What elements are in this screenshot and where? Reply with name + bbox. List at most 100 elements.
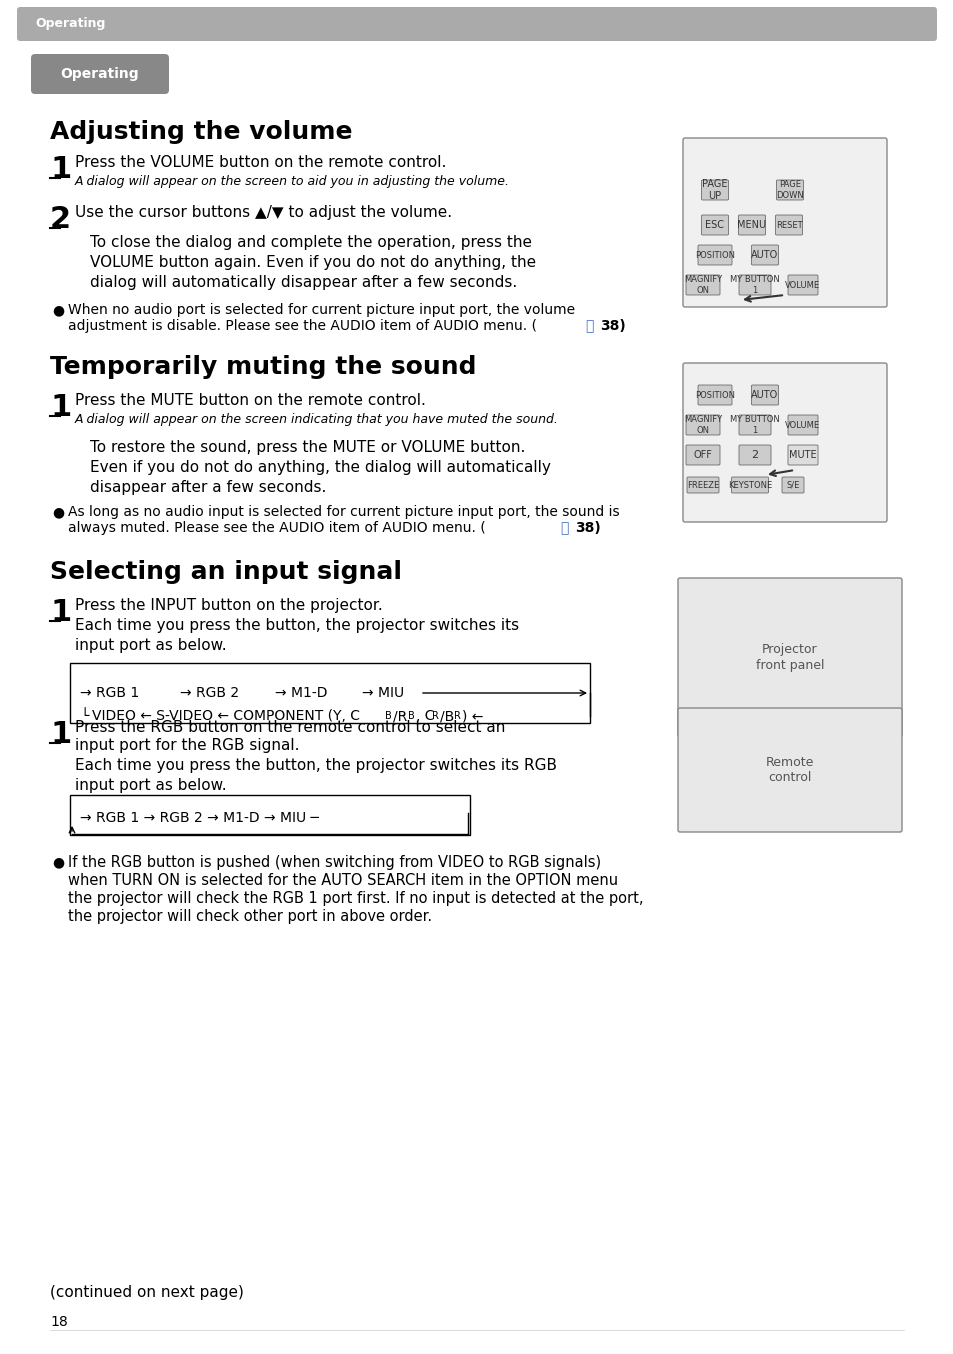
Text: ●: ● [52, 505, 64, 519]
Text: Each time you press the button, the projector switches its RGB: Each time you press the button, the proj… [75, 758, 557, 773]
Text: input port for the RGB signal.: input port for the RGB signal. [75, 738, 299, 753]
FancyBboxPatch shape [682, 138, 886, 307]
Text: Operating: Operating [61, 66, 139, 81]
Text: ●: ● [52, 854, 64, 869]
Text: OFF: OFF [693, 450, 712, 460]
Text: MUTE: MUTE [788, 450, 816, 460]
Text: ⧉: ⧉ [584, 320, 593, 333]
FancyBboxPatch shape [781, 477, 803, 493]
Text: input port as below.: input port as below. [75, 638, 227, 653]
Text: If the RGB button is pushed (when switching from VIDEO to RGB signals): If the RGB button is pushed (when switch… [68, 854, 600, 871]
FancyBboxPatch shape [700, 215, 728, 236]
FancyBboxPatch shape [751, 385, 778, 405]
FancyBboxPatch shape [17, 7, 936, 41]
FancyBboxPatch shape [738, 215, 764, 236]
Text: Projector
front panel: Projector front panel [755, 643, 823, 672]
Text: Operating: Operating [35, 18, 105, 31]
Text: disappear after a few seconds.: disappear after a few seconds. [90, 481, 326, 496]
Text: POSITION: POSITION [695, 250, 734, 260]
Text: Adjusting the volume: Adjusting the volume [50, 121, 352, 144]
FancyBboxPatch shape [787, 414, 817, 435]
Text: To restore the sound, press the MUTE or VOLUME button.: To restore the sound, press the MUTE or … [90, 440, 525, 455]
Text: input port as below.: input port as below. [75, 779, 227, 793]
Text: A dialog will appear on the screen to aid you in adjusting the volume.: A dialog will appear on the screen to ai… [75, 175, 510, 188]
Text: └: └ [80, 709, 89, 723]
Text: A dialog will appear on the screen indicating that you have muted the sound.: A dialog will appear on the screen indic… [75, 413, 558, 427]
Text: RESET: RESET [775, 221, 801, 229]
Text: /R: /R [393, 709, 407, 723]
Text: PAGE
UP: PAGE UP [701, 179, 727, 200]
Text: MY BUTTON
1: MY BUTTON 1 [729, 416, 779, 435]
Text: 1: 1 [50, 720, 71, 749]
Text: PAGE
DOWN: PAGE DOWN [776, 180, 803, 199]
Text: MAGNIFY
ON: MAGNIFY ON [683, 416, 721, 435]
FancyBboxPatch shape [678, 578, 901, 737]
Text: Temporarily muting the sound: Temporarily muting the sound [50, 355, 476, 379]
FancyBboxPatch shape [739, 414, 770, 435]
Text: 18: 18 [50, 1315, 68, 1330]
Text: R: R [432, 711, 438, 720]
Text: Even if you do not do anything, the dialog will automatically: Even if you do not do anything, the dial… [90, 460, 550, 475]
Text: Press the INPUT button on the projector.: Press the INPUT button on the projector. [75, 598, 382, 613]
Text: → RGB 2: → RGB 2 [180, 686, 239, 700]
FancyBboxPatch shape [775, 215, 801, 236]
Text: As long as no audio input is selected for current picture input port, the sound : As long as no audio input is selected fo… [68, 505, 619, 519]
Text: → MIU: → MIU [361, 686, 404, 700]
FancyBboxPatch shape [776, 180, 802, 200]
Text: ) ←: ) ← [461, 709, 483, 723]
Text: MY BUTTON
1: MY BUTTON 1 [729, 275, 779, 295]
FancyBboxPatch shape [751, 245, 778, 265]
Text: ESC: ESC [705, 219, 723, 230]
FancyBboxPatch shape [70, 663, 589, 723]
Text: VIDEO ← S-VIDEO ← COMPONENT (Y, C: VIDEO ← S-VIDEO ← COMPONENT (Y, C [91, 709, 359, 723]
FancyBboxPatch shape [698, 385, 731, 405]
Text: /B: /B [439, 709, 454, 723]
Text: 2: 2 [50, 204, 71, 234]
FancyBboxPatch shape [739, 445, 770, 464]
Text: To close the dialog and complete the operation, press the: To close the dialog and complete the ope… [90, 236, 532, 250]
Text: 2: 2 [751, 450, 758, 460]
Text: the projector will check other port in above order.: the projector will check other port in a… [68, 909, 432, 923]
FancyBboxPatch shape [685, 445, 720, 464]
Text: Selecting an input signal: Selecting an input signal [50, 561, 401, 584]
Text: → M1-D: → M1-D [274, 686, 327, 700]
FancyBboxPatch shape [685, 414, 720, 435]
Text: (continued on next page): (continued on next page) [50, 1285, 244, 1300]
Text: 1: 1 [50, 393, 71, 422]
Text: ●: ● [52, 303, 64, 317]
Text: Each time you press the button, the projector switches its: Each time you press the button, the proj… [75, 617, 518, 634]
Text: 38): 38) [575, 521, 600, 535]
FancyBboxPatch shape [70, 795, 470, 835]
Text: 1: 1 [50, 598, 71, 627]
Text: when TURN ON is selected for the AUTO SEARCH item in the OPTION menu: when TURN ON is selected for the AUTO SE… [68, 873, 618, 888]
Text: B: B [385, 711, 392, 720]
FancyBboxPatch shape [700, 180, 728, 200]
FancyBboxPatch shape [698, 245, 731, 265]
Text: Press the VOLUME button on the remote control.: Press the VOLUME button on the remote co… [75, 154, 446, 171]
Text: adjustment is disable. Please see the AUDIO item of AUDIO menu. (: adjustment is disable. Please see the AU… [68, 320, 537, 333]
FancyBboxPatch shape [739, 275, 770, 295]
FancyBboxPatch shape [685, 275, 720, 295]
FancyBboxPatch shape [30, 54, 169, 93]
Text: B: B [408, 711, 415, 720]
Text: POSITION: POSITION [695, 390, 734, 399]
FancyBboxPatch shape [682, 363, 886, 523]
Text: → RGB 1 → RGB 2 → M1-D → MIU ─: → RGB 1 → RGB 2 → M1-D → MIU ─ [80, 811, 318, 825]
Text: Press the RGB button on the remote control to select an: Press the RGB button on the remote contr… [75, 720, 505, 735]
Text: KEYSTONE: KEYSTONE [727, 481, 771, 490]
Text: When no audio port is selected for current picture input port, the volume: When no audio port is selected for curre… [68, 303, 575, 317]
Text: MAGNIFY
ON: MAGNIFY ON [683, 275, 721, 295]
Text: 1: 1 [50, 154, 71, 184]
Text: MENU: MENU [737, 219, 766, 230]
Text: R: R [454, 711, 460, 720]
Text: VOLUME: VOLUME [784, 280, 820, 290]
Text: Press the MUTE button on the remote control.: Press the MUTE button on the remote cont… [75, 393, 425, 408]
Text: VOLUME: VOLUME [784, 421, 820, 429]
Text: AUTO: AUTO [751, 390, 778, 399]
FancyBboxPatch shape [787, 275, 817, 295]
Text: ⧉: ⧉ [559, 521, 568, 535]
Text: 38): 38) [599, 320, 625, 333]
FancyBboxPatch shape [731, 477, 768, 493]
Text: Use the cursor buttons ▲/▼ to adjust the volume.: Use the cursor buttons ▲/▼ to adjust the… [75, 204, 452, 219]
Text: AUTO: AUTO [751, 250, 778, 260]
